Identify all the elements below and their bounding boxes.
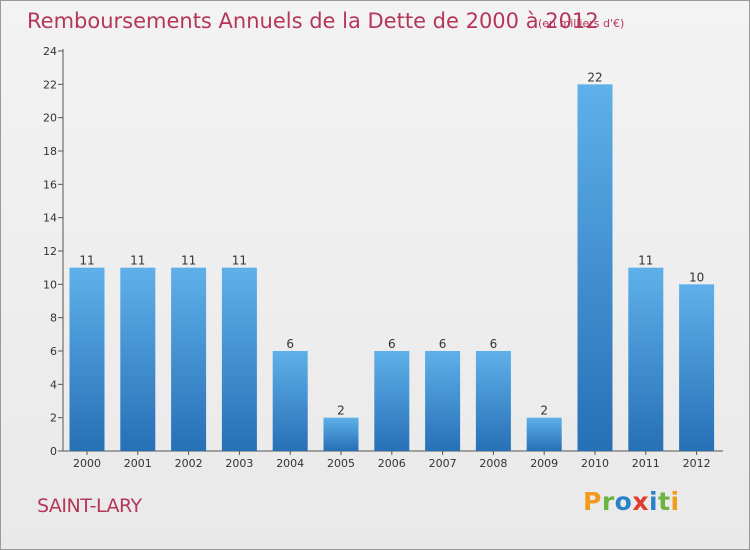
y-tick-label: 12 xyxy=(43,245,57,258)
bar xyxy=(577,84,613,451)
x-tick-label: 2008 xyxy=(479,457,507,470)
bar xyxy=(221,267,257,451)
logo-letter: t xyxy=(658,487,671,516)
logo-letter: x xyxy=(632,487,649,516)
bar-value-label: 11 xyxy=(79,254,94,268)
bar xyxy=(323,417,359,451)
x-tick-label: 2002 xyxy=(175,457,203,470)
bar xyxy=(628,267,664,451)
commune-name: SAINT-LARY xyxy=(37,495,142,517)
y-tick-label: 8 xyxy=(50,312,57,325)
y-tick-label: 20 xyxy=(43,112,57,125)
bar xyxy=(69,267,105,451)
bar xyxy=(526,417,562,451)
x-tick-label: 2010 xyxy=(581,457,609,470)
logo-letter: i xyxy=(670,487,680,516)
bar-value-label: 11 xyxy=(181,254,196,268)
bar-value-label: 11 xyxy=(232,254,247,268)
bar-value-label: 6 xyxy=(490,337,498,351)
bar-value-label: 22 xyxy=(587,70,602,84)
bar-value-label: 6 xyxy=(286,337,294,351)
bar-value-label: 11 xyxy=(638,254,653,268)
bar xyxy=(425,351,461,451)
bar xyxy=(171,267,207,451)
y-tick-label: 24 xyxy=(43,45,57,58)
bar-value-label: 2 xyxy=(540,404,548,418)
y-tick-label: 22 xyxy=(43,78,57,91)
bar-value-label: 11 xyxy=(130,254,145,268)
y-tick-label: 4 xyxy=(50,378,57,391)
bar xyxy=(120,267,156,451)
y-tick-label: 0 xyxy=(50,445,57,458)
logo-letter: o xyxy=(614,487,633,516)
x-tick-label: 2007 xyxy=(429,457,457,470)
x-tick-label: 2000 xyxy=(73,457,101,470)
logo-letter: r xyxy=(601,487,615,516)
bar-value-label: 10 xyxy=(689,270,704,284)
logo-letter: i xyxy=(649,487,659,516)
x-tick-label: 2005 xyxy=(327,457,355,470)
bar xyxy=(374,351,410,451)
bar-value-label: 2 xyxy=(337,404,345,418)
bar-value-label: 6 xyxy=(388,337,396,351)
bar xyxy=(679,284,715,451)
x-tick-label: 2003 xyxy=(225,457,253,470)
bar-value-label: 6 xyxy=(439,337,447,351)
y-tick-label: 16 xyxy=(43,178,57,191)
y-tick-label: 6 xyxy=(50,345,57,358)
x-tick-label: 2009 xyxy=(530,457,558,470)
x-tick-label: 2012 xyxy=(683,457,711,470)
bar xyxy=(272,351,308,451)
y-tick-label: 10 xyxy=(43,278,57,291)
x-tick-label: 2006 xyxy=(378,457,406,470)
bar xyxy=(475,351,511,451)
y-tick-label: 2 xyxy=(50,412,57,425)
x-tick-label: 2001 xyxy=(124,457,152,470)
x-tick-label: 2011 xyxy=(632,457,660,470)
y-tick-label: 18 xyxy=(43,145,57,158)
chart-subtitle: (en milliers d'€) xyxy=(538,17,625,30)
chart-title: Remboursements Annuels de la Dette de 20… xyxy=(27,9,599,33)
proxiti-logo: Proxiti xyxy=(583,487,680,516)
y-tick-label: 14 xyxy=(43,212,57,225)
logo-letter: P xyxy=(583,487,602,516)
x-tick-label: 2004 xyxy=(276,457,304,470)
